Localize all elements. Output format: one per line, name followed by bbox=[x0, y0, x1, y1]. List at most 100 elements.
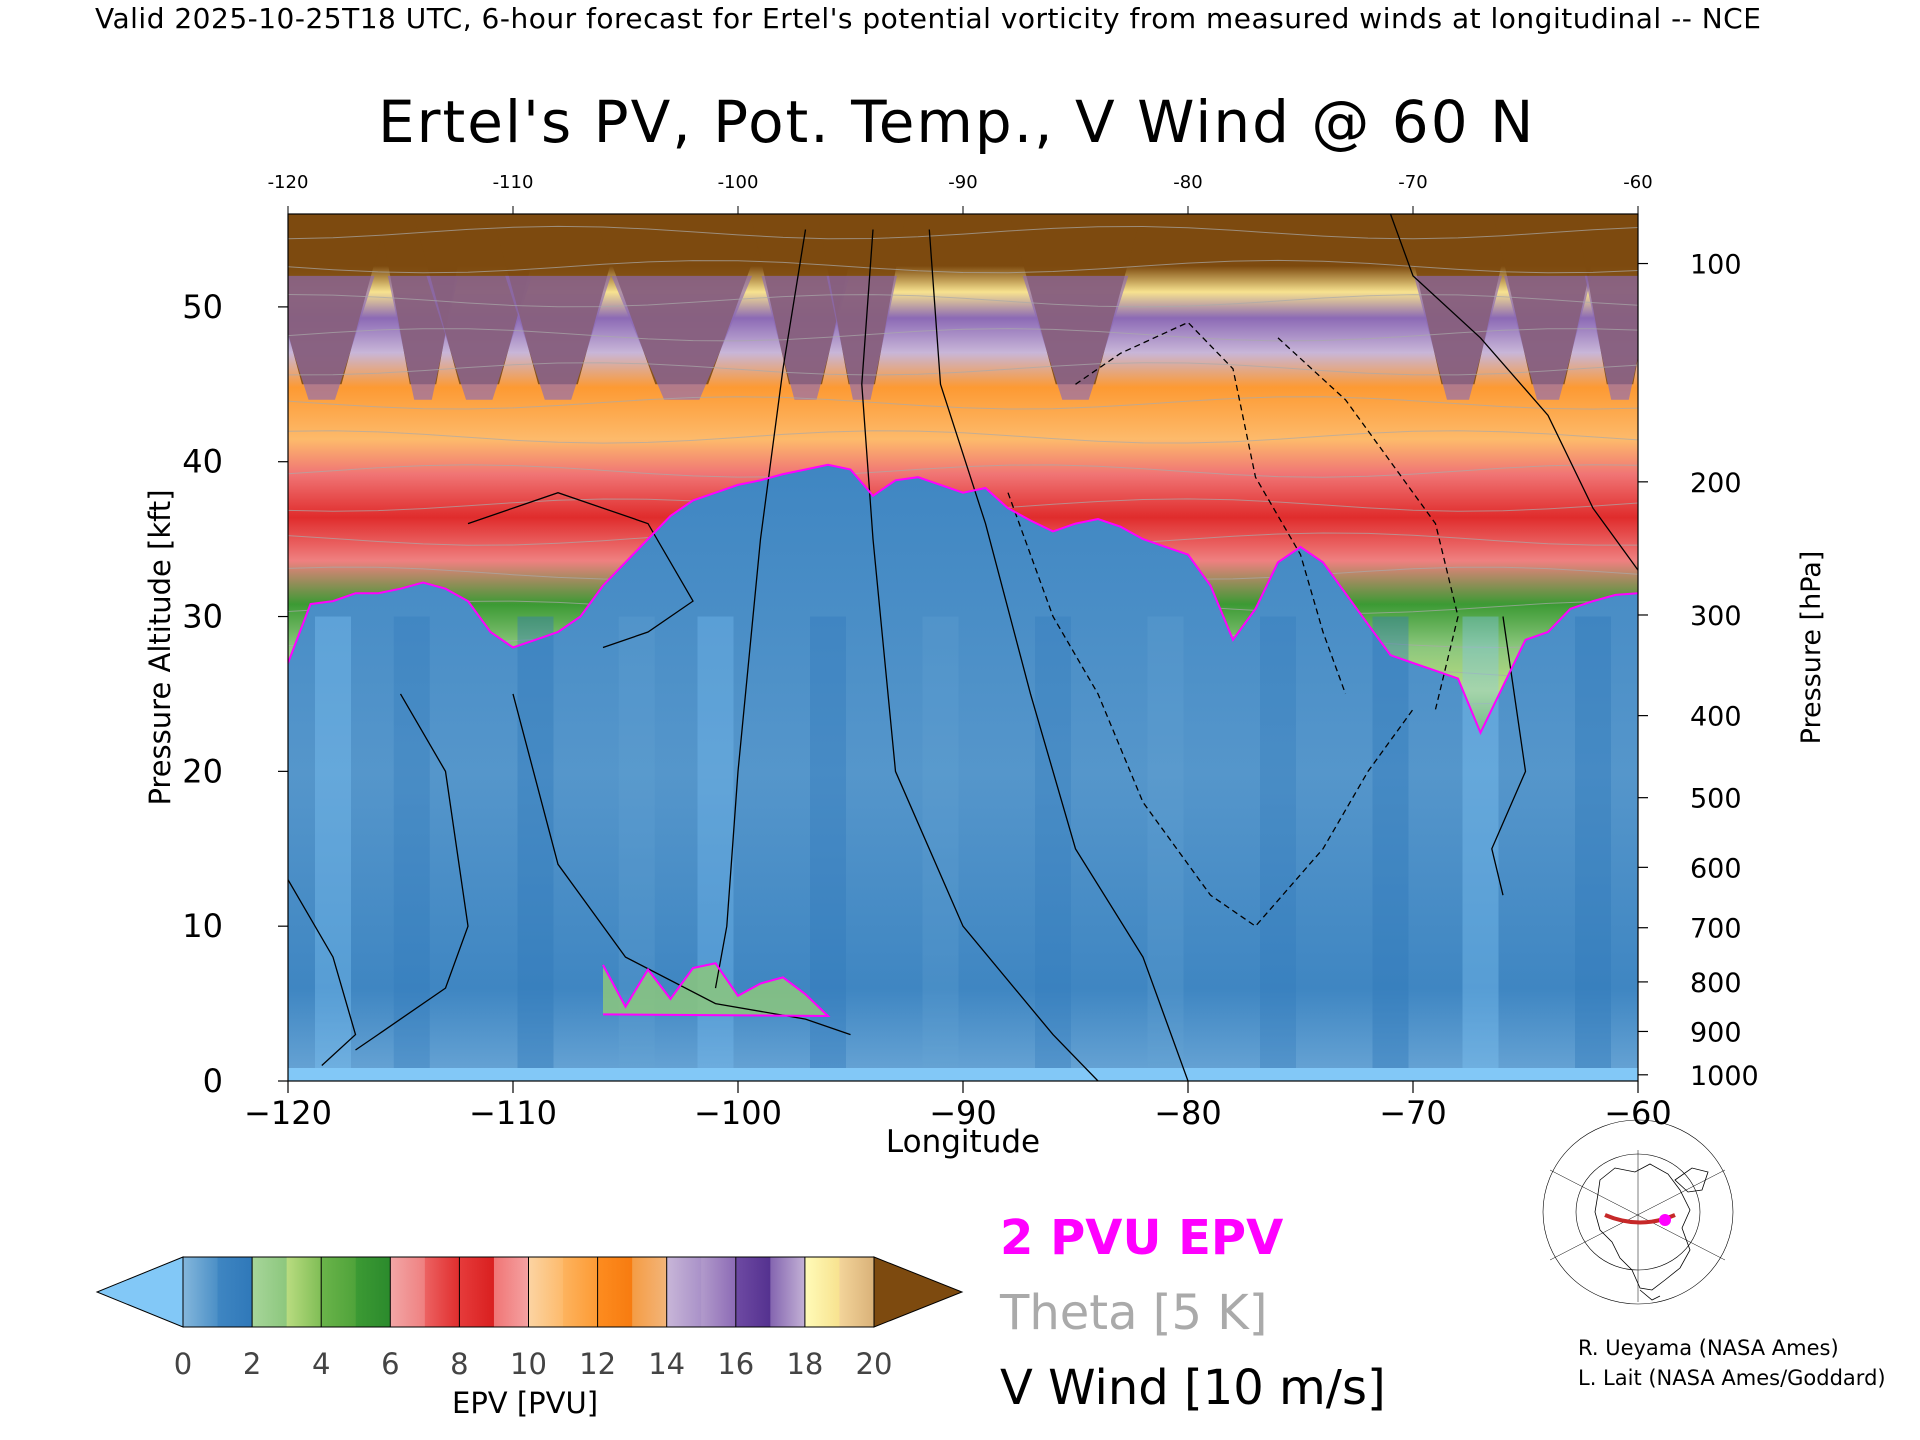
theta-contour bbox=[288, 328, 1638, 342]
colorbar-bin bbox=[839, 1257, 875, 1327]
colorbar-bin bbox=[528, 1257, 564, 1327]
colorbar-bin bbox=[701, 1257, 737, 1327]
theta-contour bbox=[288, 464, 1638, 478]
colorbar-tick-label: 20 bbox=[856, 1347, 893, 1381]
troposphere-streak bbox=[1147, 616, 1184, 1081]
colorbar-label: EPV [PVU] bbox=[452, 1386, 599, 1420]
y-tick-label: 10 bbox=[182, 907, 223, 945]
troposphere-streak bbox=[1372, 616, 1409, 1081]
pressure-tick-label: 600 bbox=[1690, 853, 1742, 884]
colorbar-tick-label: 4 bbox=[312, 1347, 330, 1381]
vwind-contour bbox=[928, 229, 1189, 1081]
tropopause-2pvu-line bbox=[288, 463, 1638, 736]
colorbar-bin bbox=[563, 1257, 599, 1327]
theta-contour bbox=[288, 362, 1638, 376]
x-top-tick-label: -90 bbox=[948, 172, 977, 193]
credit-line-1: R. Ueyama (NASA Ames) bbox=[1578, 1336, 1839, 1360]
colorbar-bin bbox=[735, 1257, 771, 1327]
colorbar-bin bbox=[770, 1257, 806, 1327]
stratosphere-peak-rim bbox=[761, 275, 850, 400]
stratosphere-peak-rim bbox=[826, 275, 897, 400]
colorbar-bin bbox=[632, 1257, 668, 1327]
colorbar-bin bbox=[459, 1257, 495, 1327]
colorbar-tick-label: 12 bbox=[579, 1347, 616, 1381]
legend-2pvu: 2 PVU EPV bbox=[1000, 1210, 1284, 1266]
colorbar-under-triangle bbox=[95, 1256, 184, 1328]
x-top-tick-label: -70 bbox=[1398, 172, 1427, 193]
vwind-contour bbox=[1007, 492, 1414, 928]
x-tick-label: −90 bbox=[929, 1094, 997, 1132]
credit-line-2: L. Lait (NASA Ames/Goddard) bbox=[1578, 1366, 1886, 1390]
pressure-tick-label: 300 bbox=[1690, 601, 1742, 632]
troposphere-streak bbox=[517, 616, 554, 1081]
y-tick-label: 50 bbox=[182, 288, 223, 326]
y-axis-label-right: Pressure [hPa] bbox=[1796, 551, 1827, 745]
y-tick-label: 20 bbox=[182, 752, 223, 790]
vwind-contour bbox=[861, 229, 1099, 1081]
y-axis-label-left: Pressure Altitude [kft] bbox=[143, 489, 177, 805]
colorbar-tick-label: 2 bbox=[243, 1347, 261, 1381]
x-tick-label: −120 bbox=[244, 1094, 332, 1132]
vwind-contour bbox=[1075, 321, 1347, 695]
pressure-tick-label: 800 bbox=[1690, 968, 1742, 999]
vwind-contour bbox=[714, 229, 807, 989]
stratosphere-peak-rim bbox=[1584, 275, 1638, 400]
theta-contour bbox=[288, 294, 1638, 308]
colorbar-tick-label: 18 bbox=[786, 1347, 823, 1381]
stratosphere-peak-rim bbox=[611, 275, 753, 400]
stratosphere-peak-rim bbox=[426, 275, 533, 400]
x-tick-label: −100 bbox=[694, 1094, 782, 1132]
x-axis-label: Longitude bbox=[886, 1124, 1040, 1160]
colorbar-bin bbox=[666, 1257, 702, 1327]
colorbar-bin bbox=[286, 1257, 322, 1327]
y-tick-label: 40 bbox=[182, 443, 223, 481]
troposphere-streak bbox=[1035, 616, 1071, 1081]
colorbar-bin bbox=[217, 1257, 253, 1327]
stratosphere-peak-rim bbox=[288, 275, 375, 400]
chart-title: Ertel's PV, Pot. Temp., V Wind @ 60 N bbox=[378, 88, 1536, 156]
troposphere-streak bbox=[1462, 616, 1499, 1081]
vwind-contour bbox=[1389, 214, 1638, 571]
pressure-tick-label: 100 bbox=[1690, 250, 1742, 281]
troposphere-fill bbox=[288, 464, 1638, 1081]
vwind-contour bbox=[512, 693, 851, 1036]
location-marker bbox=[1659, 1214, 1671, 1226]
colorbar-bin bbox=[493, 1257, 529, 1327]
theta-contour bbox=[288, 259, 1638, 274]
x-top-tick-label: -110 bbox=[493, 172, 534, 193]
header-line: Valid 2025-10-25T18 UTC, 6-hour forecast… bbox=[95, 2, 1762, 35]
y-tick-label: 30 bbox=[182, 598, 223, 636]
troposphere-streak bbox=[1260, 616, 1296, 1081]
colorbar-over-triangle bbox=[873, 1256, 964, 1328]
colorbar-bin bbox=[804, 1257, 840, 1327]
x-tick-label: −110 bbox=[469, 1094, 557, 1132]
troposphere-streak bbox=[922, 616, 959, 1081]
colorbar-tick-label: 16 bbox=[717, 1347, 754, 1381]
x-top-tick-label: -120 bbox=[268, 172, 309, 193]
legend-theta: Theta [5 K] bbox=[1000, 1285, 1268, 1341]
colorbar-bin bbox=[183, 1257, 219, 1327]
colorbar-bin bbox=[597, 1257, 633, 1327]
pressure-tick-label: 500 bbox=[1690, 784, 1742, 815]
surface-anomaly-2pvu-line bbox=[602, 962, 831, 1018]
stratosphere-peak-rim bbox=[1022, 275, 1129, 400]
colorbar-bin bbox=[424, 1257, 460, 1327]
stratosphere-peak-rim bbox=[1414, 275, 1502, 400]
x-top-tick-label: -80 bbox=[1173, 172, 1202, 193]
colorbar-tick-label: 14 bbox=[648, 1347, 685, 1381]
x-tick-label: −70 bbox=[1379, 1094, 1447, 1132]
colorbar-bin bbox=[321, 1257, 357, 1327]
stratosphere-peak-rim bbox=[1504, 275, 1592, 400]
surface-band bbox=[288, 1068, 1638, 1081]
pressure-tick-label: 1000 bbox=[1690, 1061, 1759, 1092]
vwind-contour bbox=[1491, 616, 1527, 896]
troposphere-streak bbox=[1575, 616, 1611, 1081]
colorbar-bin bbox=[390, 1257, 426, 1327]
theta-contour bbox=[288, 396, 1638, 410]
colorbar-tick-label: 0 bbox=[174, 1347, 192, 1381]
x-top-tick-label: -60 bbox=[1623, 172, 1652, 193]
theta-contour bbox=[288, 225, 1638, 240]
vwind-contour bbox=[467, 492, 694, 649]
